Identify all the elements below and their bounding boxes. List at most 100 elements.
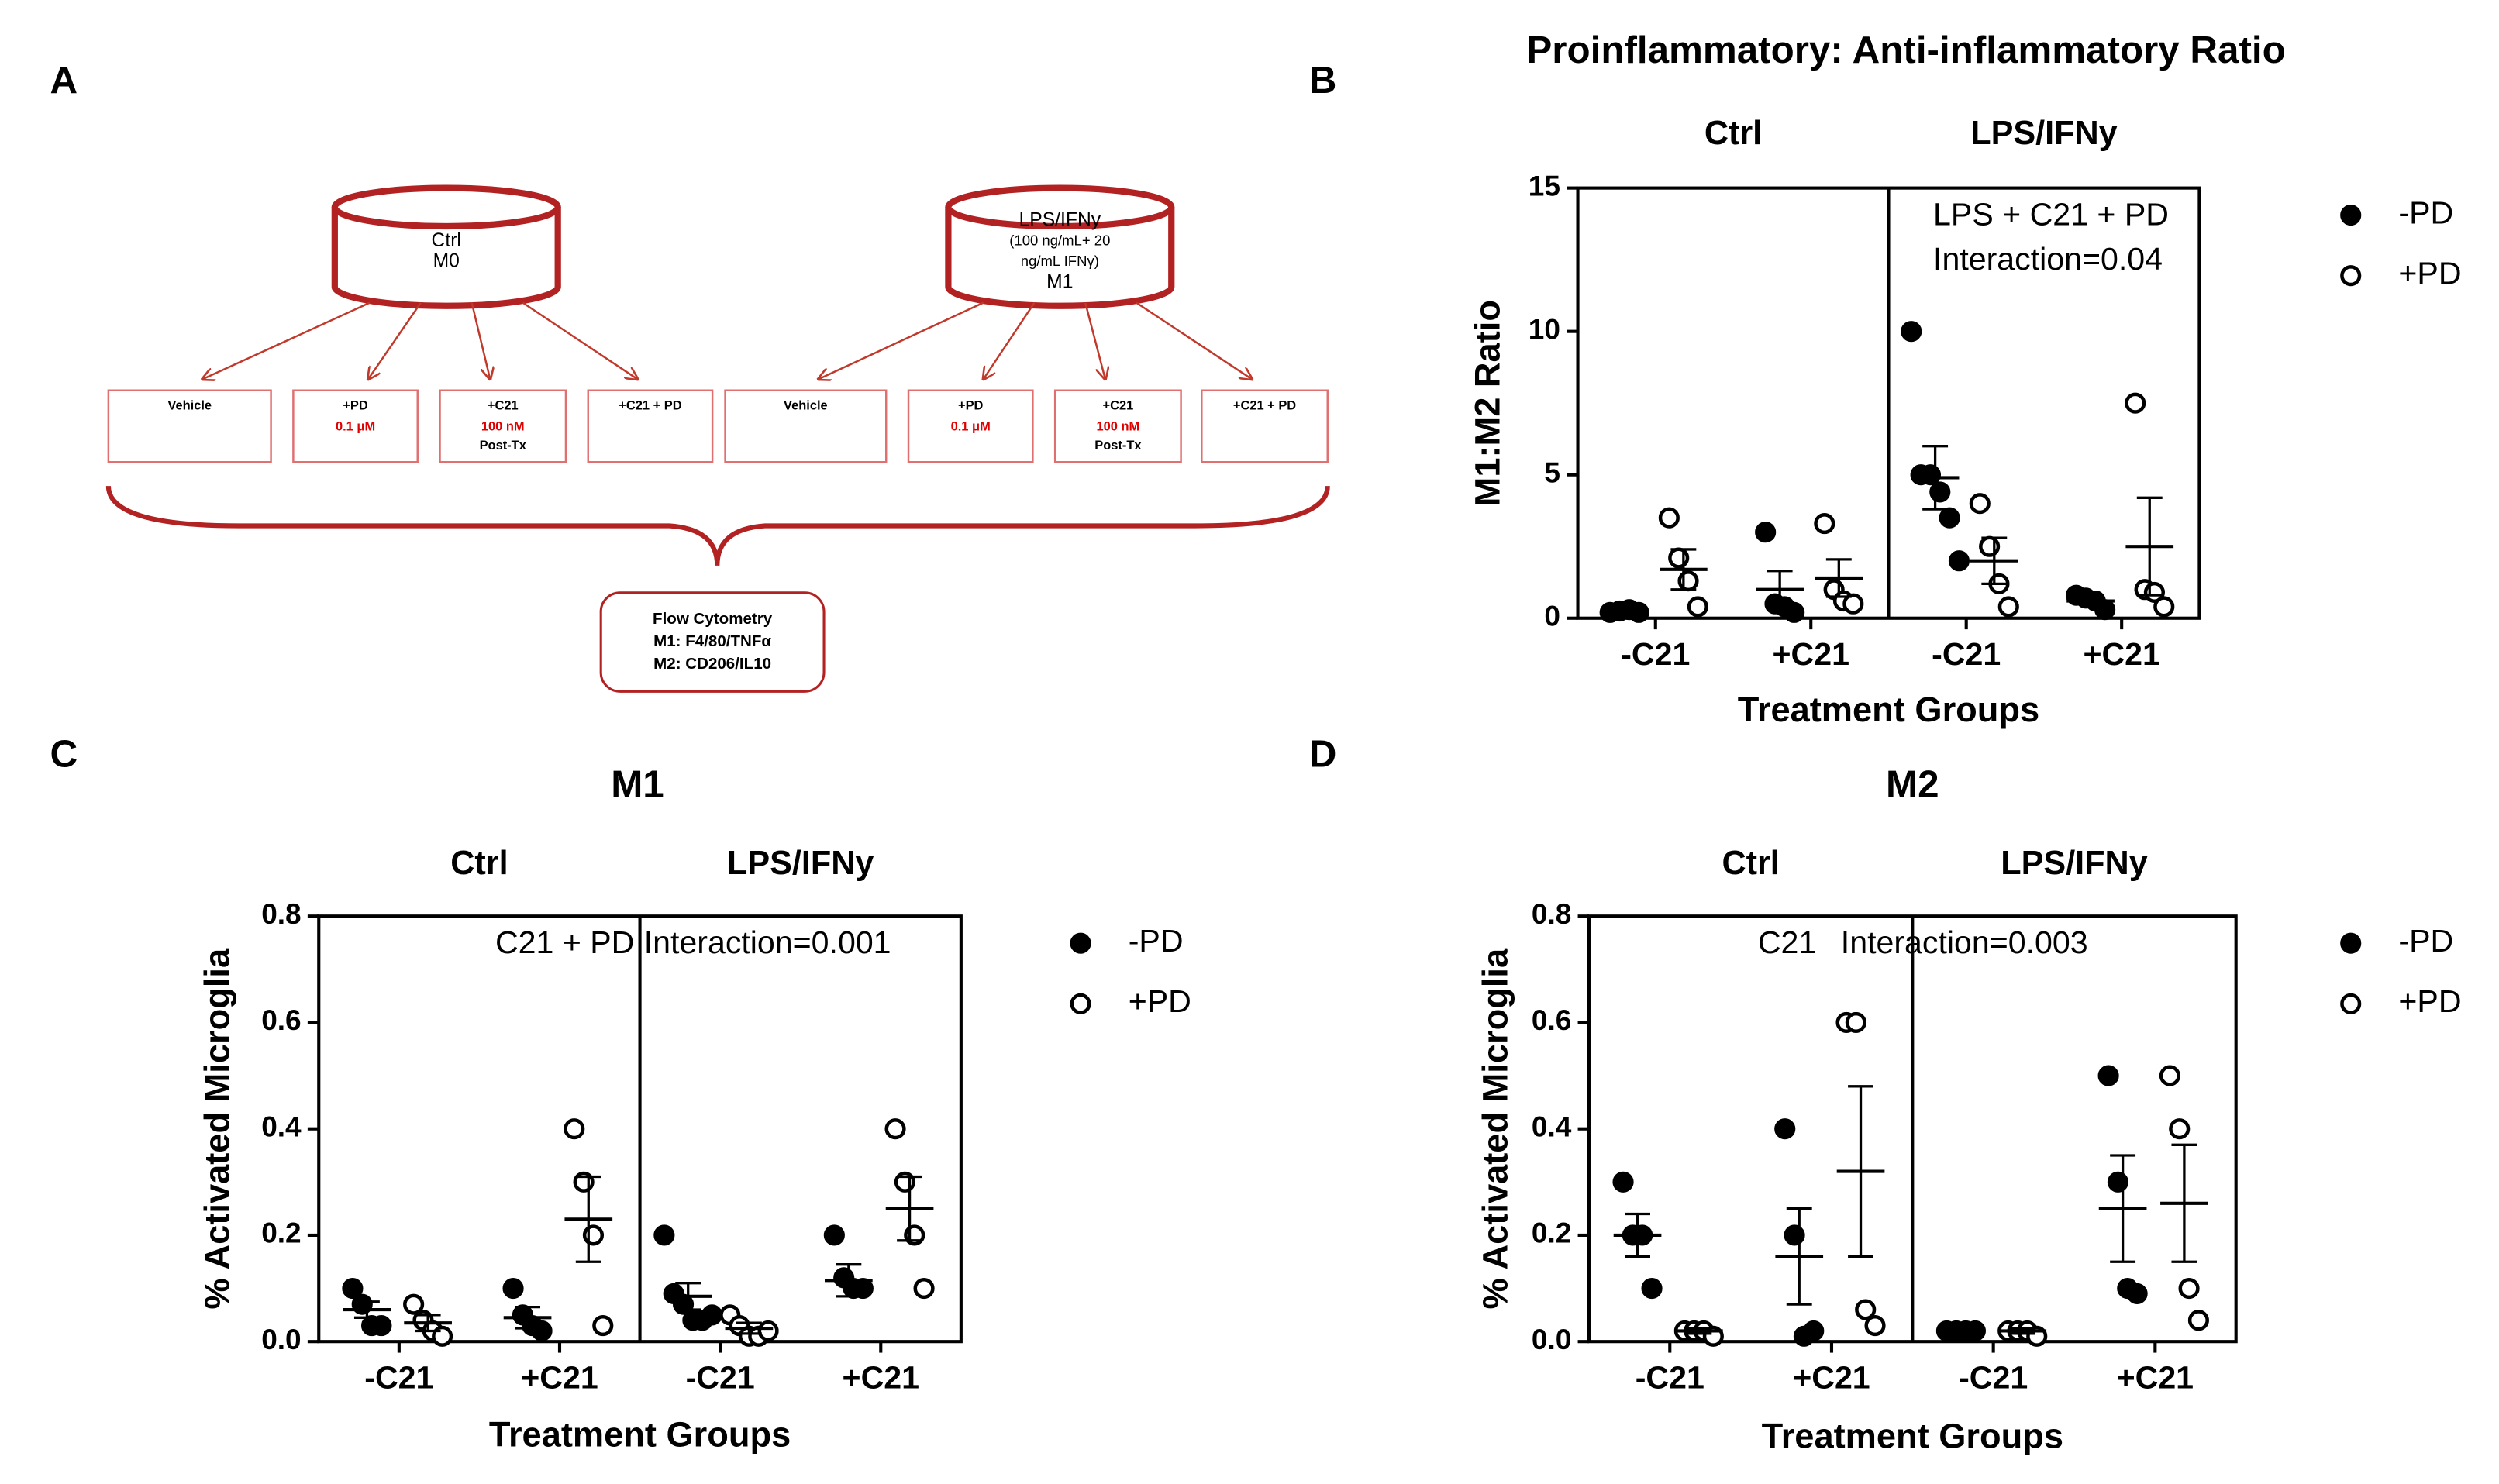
- x-tick-label: -C21: [364, 1359, 433, 1395]
- y-tick-label: 15: [1529, 170, 1560, 201]
- error-bar: [515, 1305, 541, 1330]
- y-tick-label: 0.2: [1532, 1217, 1571, 1249]
- data-point: [1979, 535, 2001, 557]
- data-point: [1997, 596, 2019, 618]
- error-bar: [1611, 608, 1638, 614]
- cylinder: [945, 207, 1175, 309]
- y-tick-label: 0: [1544, 601, 1560, 632]
- data-point: [913, 1277, 935, 1300]
- cylinder-label: Ctrl: [432, 230, 461, 251]
- panel-label: D: [1309, 733, 1337, 776]
- x-tick-label: -C21: [1932, 636, 2001, 672]
- y-tick-label: 0.4: [261, 1110, 302, 1142]
- box-label: +PD: [958, 399, 984, 413]
- y-tick-label: 5: [1544, 456, 1560, 488]
- x-tick-label: +C21: [1773, 636, 1849, 672]
- arrow: [984, 301, 1036, 380]
- data-point: [1939, 507, 1960, 529]
- x-axis-label: Treatment Groups: [1738, 690, 2039, 729]
- y-tick-label: 0.8: [1532, 898, 1571, 930]
- legend-marker: [2340, 993, 2362, 1014]
- data-point: [1677, 570, 1699, 592]
- data-point: [1929, 481, 1951, 503]
- y-tick-label: 0.4: [1532, 1110, 1572, 1142]
- error-bar: [1922, 445, 1949, 511]
- cylinder-label: (100 ng/mL+ 20: [1009, 232, 1110, 248]
- data-point: [592, 1315, 614, 1337]
- error-bar: [575, 1175, 601, 1263]
- data-point: [564, 1118, 585, 1140]
- data-point: [701, 1304, 723, 1326]
- error-bar: [2136, 496, 2163, 597]
- error-bar: [675, 1282, 701, 1311]
- y-tick-label: 0.6: [1532, 1004, 1571, 1036]
- box-label: Vehicle: [167, 399, 212, 413]
- error-bar: [736, 1321, 762, 1335]
- group-label: LPS/IFNy: [2001, 845, 2147, 882]
- error-bar: [1848, 1085, 1873, 1258]
- box-note: Post-Tx: [480, 439, 527, 453]
- y-axis-label: M1:M2 Ratio: [1467, 300, 1507, 506]
- data-point: [1668, 547, 1690, 569]
- condition-box: [439, 389, 567, 463]
- data-point: [2159, 1065, 2180, 1086]
- legend-label: -PD: [2398, 923, 2453, 959]
- data-point: [884, 1118, 906, 1140]
- data-point: [2153, 596, 2175, 618]
- chart-title: M1: [611, 763, 664, 806]
- box-label: +C21 + PD: [1233, 399, 1296, 413]
- data-point: [823, 1224, 845, 1246]
- error-bar: [1786, 1207, 1812, 1306]
- cylinder-top: [331, 184, 561, 230]
- data-point: [1774, 1118, 1796, 1140]
- box-note: Post-Tx: [1094, 439, 1142, 453]
- data-point: [1784, 601, 1805, 623]
- data-point: [1755, 522, 1777, 543]
- data-point: [531, 1320, 553, 1342]
- arrow: [368, 301, 422, 380]
- cylinder-label: ng/mL IFNγ): [1021, 253, 1099, 269]
- error-bar: [1825, 558, 1852, 598]
- data-point: [1919, 464, 1942, 486]
- error-bar: [1948, 1328, 1974, 1334]
- annotation: Interaction=0.04: [1933, 241, 2163, 277]
- data-point: [2126, 1283, 2148, 1305]
- arrow: [202, 301, 371, 380]
- arrow: [1084, 302, 1105, 380]
- error-bar: [1981, 536, 2008, 585]
- annotation: LPS + C21 + PD: [1933, 196, 2169, 232]
- data-point: [1842, 593, 1864, 615]
- box-dose: 0.1 μM: [951, 419, 991, 433]
- legend-marker: [2340, 932, 2362, 954]
- x-tick-label: -C21: [686, 1359, 755, 1395]
- annotation: C21: [1758, 924, 1816, 960]
- cylinder-top: [945, 184, 1175, 230]
- x-tick-label: +C21: [2117, 1359, 2194, 1395]
- error-bar: [415, 1314, 441, 1333]
- annotation: Interaction=0.003: [1841, 924, 2088, 960]
- error-bar: [2110, 1154, 2136, 1263]
- data-point: [653, 1224, 675, 1246]
- x-tick-label: +C21: [1793, 1359, 1870, 1395]
- box-label: +C21 + PD: [619, 399, 681, 413]
- condition-box: [107, 389, 272, 463]
- condition-box: [1201, 389, 1329, 463]
- flow-label: M2: CD206/IL10: [653, 655, 771, 673]
- group-label: Ctrl: [1722, 845, 1779, 882]
- legend-label: -PD: [2398, 195, 2453, 230]
- y-tick-label: 0.0: [1532, 1324, 1571, 1355]
- chart-title: Proinflammatory: Anti-inflammatory Ratio: [1526, 29, 2285, 71]
- data-point: [403, 1293, 425, 1315]
- data-point: [1814, 513, 1835, 535]
- legend-label: +PD: [2398, 983, 2461, 1019]
- error-bar: [836, 1263, 862, 1298]
- box-dose: 0.1 μM: [336, 419, 375, 433]
- data-point: [2107, 1171, 2129, 1193]
- condition-box: [724, 389, 888, 463]
- x-tick-label: -C21: [1636, 1359, 1704, 1395]
- box-dose: 100 nM: [1097, 419, 1140, 433]
- data-point: [1864, 1315, 1886, 1337]
- arrow: [1136, 301, 1252, 380]
- panel-label: C: [50, 733, 78, 776]
- data-point: [371, 1315, 392, 1337]
